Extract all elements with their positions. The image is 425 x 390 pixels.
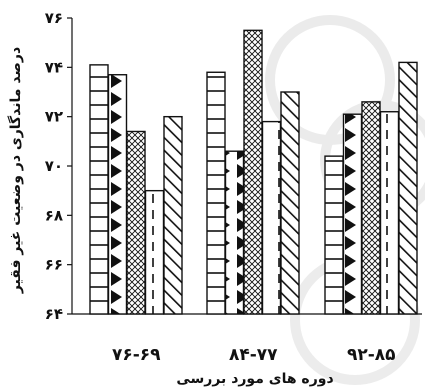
x-category-label: ۷۶-۶۹ xyxy=(112,345,161,365)
y-tick-label: ۷۶ xyxy=(45,9,63,27)
bar-dashed-vertical xyxy=(261,120,282,315)
bar-horizontal-lines xyxy=(324,155,344,315)
y-axis-title: درصد ماندگاری در وضعیت غیر فقیر xyxy=(7,47,24,294)
bar-crosshatch xyxy=(126,130,146,315)
y-tick-label: ۶۶ xyxy=(45,256,63,274)
y-tick-label: ۶۴ xyxy=(45,305,63,323)
bar-triangles xyxy=(224,150,245,315)
bar-diagonal xyxy=(398,61,418,315)
labels: ۶۴ ۶۶ ۶۸ ۷۰ ۷۲ ۷۴ ۷۶ ۷۶-۶۹ ۸۴-۷۷ ۹۲-۸۵ دوره های مو… xyxy=(7,9,396,387)
bar-dashed-vertical xyxy=(144,189,165,315)
bars xyxy=(89,29,418,315)
bar-triangles xyxy=(107,74,128,315)
bar-triangles xyxy=(342,113,363,315)
bar-crosshatch xyxy=(361,101,381,315)
bar-diagonal xyxy=(163,115,183,315)
x-category-label: ۸۴-۷۷ xyxy=(229,345,278,365)
x-axis-title: دوره های مورد بررسی xyxy=(176,371,333,387)
y-tick-label: ۷۰ xyxy=(45,157,63,175)
bar-diagonal xyxy=(280,91,300,315)
bar-horizontal-lines xyxy=(206,71,226,315)
bar-horizontal-lines xyxy=(89,64,109,315)
bar-dashed-vertical xyxy=(379,111,400,315)
x-category-label: ۹۲-۸۵ xyxy=(347,345,396,365)
y-tick-label: ۶۸ xyxy=(45,206,63,224)
bar-crosshatch xyxy=(243,29,263,315)
y-tick-label: ۷۲ xyxy=(45,108,63,126)
y-tick-label: ۷۴ xyxy=(45,58,63,76)
